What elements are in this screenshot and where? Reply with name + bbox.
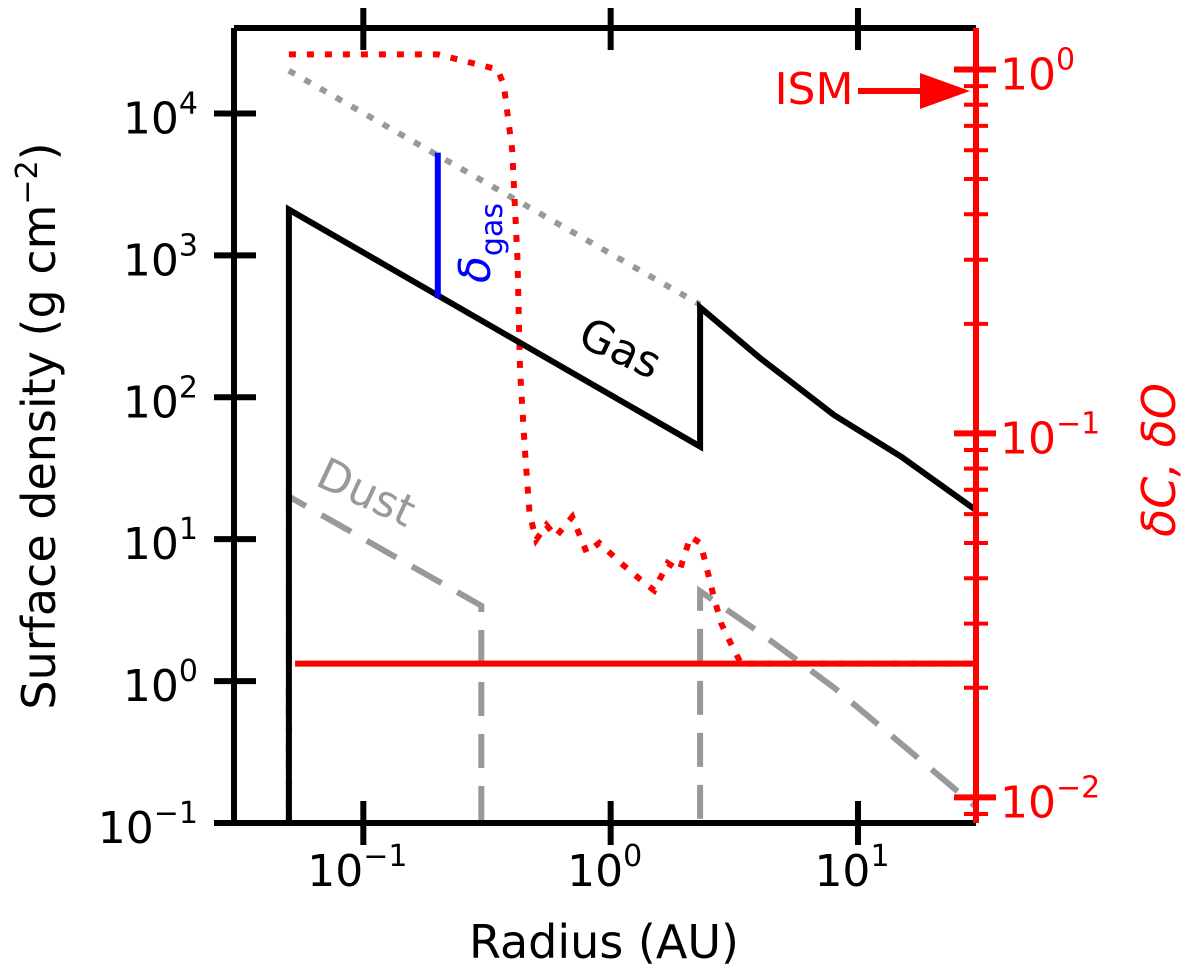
chart-axes: 10−1 100 101 10−1 100 101 102 103 104 10−2 10−1 100 [98,8,1100,897]
ism-label: ISM [775,64,854,115]
y-tick-label-4: 103 [123,228,198,286]
x-tick-label-0: 10−1 [307,839,407,897]
y2-axis-title: δC, δO [1132,383,1186,537]
delta-gas-label: δgas [450,203,510,283]
y-axis-title-main: Surface density (g cm [12,205,66,710]
y2-tick-label-0: 10−2 [1000,770,1100,828]
y2-tick-label-1: 10−1 [1000,406,1100,464]
series-1-dust-line [285,491,978,826]
chart-marks [285,51,978,826]
series-2-line [287,68,702,308]
x-tick-label-2: 101 [814,839,889,897]
y-tick-label-1: 100 [123,654,198,712]
series-0-gas-line [285,204,978,823]
ism-arrow [858,73,970,109]
y-axis-title-exp: −2 [10,160,45,204]
x-tick-label-1: 100 [567,839,642,897]
y-tick-label-3: 102 [123,370,198,428]
x-axis-title: Radius (AU) [469,915,739,969]
y-axis-title: Surface density (g cm−2) [10,142,66,709]
series-5-line [288,51,976,670]
y2-tick-label-2: 100 [1000,42,1075,100]
delta-gas-symbol: δ [450,256,501,283]
delta-gas-subscript: gas [475,203,510,256]
dust-label: Dust [309,448,423,537]
y-tick-label-0: 10−1 [98,796,198,854]
y-tick-label-5: 104 [123,86,198,144]
y-tick-label-2: 101 [123,512,198,570]
y-axis-title-close: ) [12,142,66,160]
